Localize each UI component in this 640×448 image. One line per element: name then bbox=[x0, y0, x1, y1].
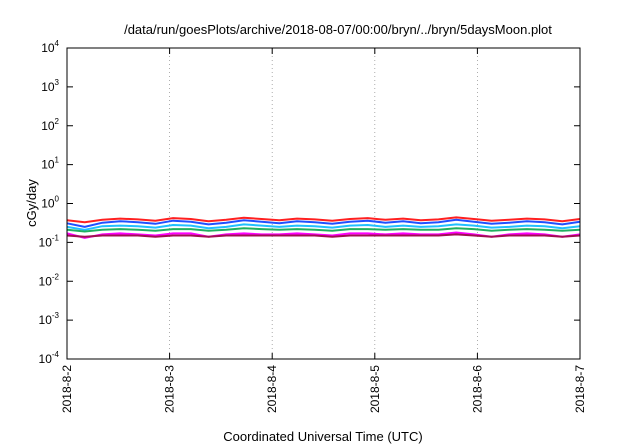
y-tick-base: 10 bbox=[41, 158, 55, 172]
x-tick-label: 2018-8-6 bbox=[470, 365, 484, 413]
chart-title: /data/run/goesPlots/archive/2018-08-07/0… bbox=[124, 22, 552, 37]
x-tick-label: 2018-8-3 bbox=[163, 365, 177, 413]
y-tick-exponent: -2 bbox=[52, 272, 60, 281]
x-axis-label: Coordinated Universal Time (UTC) bbox=[223, 429, 422, 444]
y-tick-exponent: 3 bbox=[55, 78, 60, 87]
y-tick-label: 101 bbox=[41, 156, 59, 172]
y-tick-label: 103 bbox=[41, 78, 59, 94]
x-tick-label: 2018-8-4 bbox=[265, 365, 279, 413]
y-tick-exponent: -3 bbox=[52, 311, 60, 320]
y-tick-base: 10 bbox=[41, 119, 55, 133]
y-tick-label: 102 bbox=[41, 117, 59, 133]
series-line-3 bbox=[66, 223, 581, 231]
y-tick-base: 10 bbox=[39, 313, 53, 327]
y-tick-label: 10-4 bbox=[39, 350, 60, 366]
grid bbox=[169, 48, 478, 359]
y-tick-base: 10 bbox=[39, 235, 53, 249]
y-tick-exponent: -1 bbox=[52, 233, 60, 242]
y-tick-label: 104 bbox=[41, 39, 59, 55]
series-line-2 bbox=[66, 218, 581, 228]
y-tick-base: 10 bbox=[41, 197, 55, 211]
x-tick-label: 2018-8-7 bbox=[573, 365, 587, 413]
y-tick-label: 10-1 bbox=[39, 233, 60, 249]
x-tick-label: 2018-8-2 bbox=[60, 365, 74, 413]
y-tick-base: 10 bbox=[39, 352, 53, 366]
y-tick-label: 100 bbox=[41, 195, 59, 211]
y-tick-label: 10-3 bbox=[39, 311, 60, 327]
x-axis: 2018-8-2 2018-8-3 2018-8-4 2018-8-5 2018-8-6… bbox=[60, 48, 587, 413]
y-axis-label: cGy/day bbox=[24, 179, 39, 227]
y-tick-exponent: -4 bbox=[52, 350, 60, 359]
y-tick-exponent: 0 bbox=[55, 195, 60, 204]
y-tick-exponent: 2 bbox=[55, 117, 60, 126]
series-line-4 bbox=[66, 227, 581, 233]
x-tick-label: 2018-8-5 bbox=[368, 365, 382, 413]
y-tick-base: 10 bbox=[41, 80, 55, 94]
y-tick-label: 10-2 bbox=[39, 272, 60, 288]
y-tick-base: 10 bbox=[39, 274, 53, 288]
series-line-6 bbox=[66, 233, 581, 238]
plot-frame bbox=[66, 47, 581, 360]
series-line-1 bbox=[66, 216, 581, 224]
y-tick-exponent: 4 bbox=[55, 39, 60, 48]
series-group bbox=[66, 216, 581, 239]
y-tick-exponent: 1 bbox=[55, 156, 60, 165]
y-tick-base: 10 bbox=[41, 41, 55, 55]
